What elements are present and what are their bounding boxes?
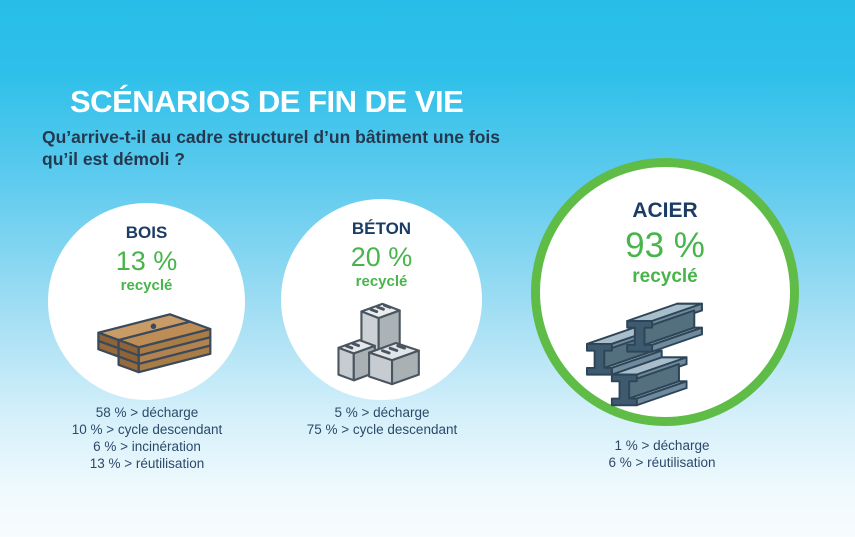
- material-card-beton: BÉTON 20 % recyclé: [281, 199, 482, 400]
- wood-planks-icon: [78, 307, 216, 385]
- stat-line: 13 % > réutilisation: [89, 456, 205, 471]
- stat-line: 1 % > décharge: [614, 438, 710, 453]
- recycled-label-acier: recyclé: [632, 266, 698, 287]
- recycled-label-bois: recyclé: [120, 277, 173, 294]
- recycled-label-beton: recyclé: [355, 273, 408, 290]
- recycled-percentage-bois: 13 %: [115, 246, 178, 276]
- stat-line: 5 % > décharge: [334, 405, 430, 420]
- stat-line: 58 % > décharge: [95, 405, 199, 420]
- stat-line: 10 % > cycle descendant: [71, 422, 223, 437]
- page-subtitle: Qu’arrive-t-il au cadre structurel d’un …: [42, 127, 500, 169]
- material-name-beton: BÉTON: [351, 219, 412, 238]
- material-card-acier: ACIER 93 % recyclé: [531, 158, 799, 426]
- page-title: SCÉNARIOS DE FIN DE VIE: [70, 84, 464, 119]
- stats-bois: 58 % > décharge 10 % > cycle descendant …: [17, 404, 277, 472]
- concrete-blocks-icon: [327, 298, 437, 389]
- recycled-percentage-acier: 93 %: [625, 226, 705, 265]
- material-name-bois: BOIS: [125, 223, 168, 242]
- material-name-acier: ACIER: [632, 199, 698, 222]
- stats-beton: 5 % > décharge 75 % > cycle descendant: [252, 404, 512, 438]
- material-card-bois: BOIS 13 % recyclé: [48, 203, 245, 400]
- stat-line: 6 % > incinération: [93, 439, 201, 454]
- steel-beams-icon: [581, 298, 749, 411]
- stat-line: 75 % > cycle descendant: [306, 422, 458, 437]
- stats-acier: 1 % > décharge 6 % > réutilisation: [532, 437, 792, 471]
- recycled-percentage-beton: 20 %: [350, 242, 413, 272]
- stat-line: 6 % > réutilisation: [608, 455, 716, 470]
